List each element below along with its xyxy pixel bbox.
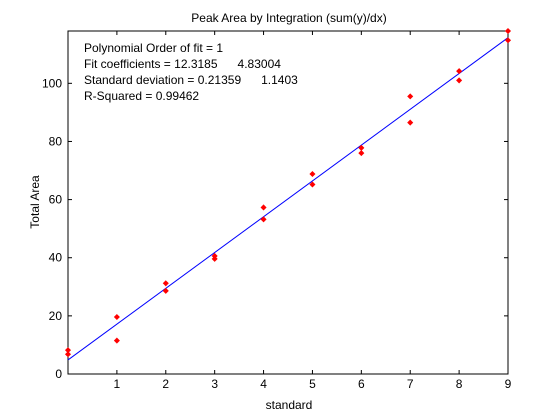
fit-annotation: Polynomial Order of fit = 1 Fit coeffici… (84, 41, 298, 103)
x-axis-label: standard (266, 398, 313, 412)
y-tick-label: 100 (42, 76, 62, 90)
plot-area (67, 30, 509, 375)
data-point (162, 287, 169, 294)
data-point (456, 77, 463, 84)
y-tick-label: 40 (49, 251, 63, 265)
y-tick-label: 80 (49, 134, 63, 148)
data-point (113, 337, 120, 344)
x-tick-label: 7 (407, 377, 414, 391)
data-point (504, 27, 512, 35)
x-axis: 1 2 3 4 5 6 7 8 9 (114, 31, 512, 391)
chart-title: Peak Area by Integration (sum(y)/dx) (191, 11, 386, 25)
annotation-coefficients: Fit coefficients = 12.3185 4.83004 (84, 57, 281, 71)
data-point (456, 68, 463, 75)
y-tick-label: 60 (49, 193, 63, 207)
data-point (407, 119, 414, 126)
fit-line-layer (67, 37, 509, 361)
annotation-stddev: Standard deviation = 0.21359 1.1403 (84, 73, 298, 87)
fit-line (67, 37, 509, 361)
data-points-layer (64, 27, 512, 358)
data-point (309, 170, 316, 178)
y-axis-label: Total Area (28, 175, 42, 229)
x-tick-label: 4 (260, 377, 267, 391)
annotation-order: Polynomial Order of fit = 1 (84, 41, 223, 55)
x-tick-label: 1 (114, 377, 121, 391)
data-point (358, 150, 365, 157)
x-tick-label: 9 (505, 377, 512, 391)
data-point (260, 216, 267, 223)
y-tick-label: 0 (55, 367, 62, 381)
x-tick-label: 6 (358, 377, 365, 391)
data-point (211, 255, 218, 262)
x-tick-label: 5 (309, 377, 316, 391)
data-point (113, 314, 120, 321)
data-point (407, 93, 414, 100)
x-tick-label: 2 (162, 377, 169, 391)
x-tick-label: 8 (456, 377, 463, 391)
data-point (64, 351, 72, 358)
data-point (162, 280, 169, 287)
data-point (504, 37, 512, 44)
x-tick-label: 3 (211, 377, 218, 391)
y-axis: 0 20 40 60 80 100 (42, 76, 508, 381)
data-point (309, 181, 316, 188)
y-tick-label: 20 (49, 309, 63, 323)
annotation-rsquared: R-Squared = 0.99462 (84, 89, 199, 103)
data-point (260, 204, 267, 211)
